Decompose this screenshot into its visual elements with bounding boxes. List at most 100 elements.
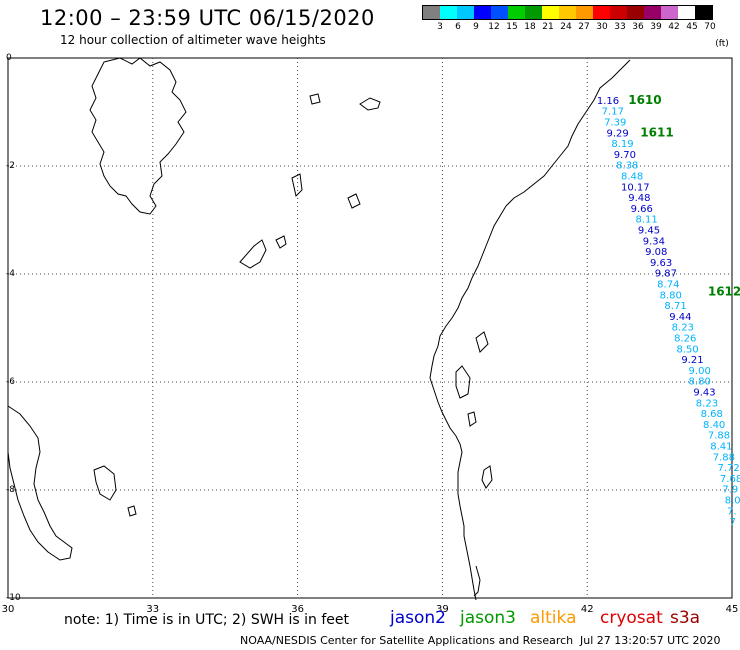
lake-tanganyika bbox=[473, 565, 481, 597]
colorbar-unit: (ft) bbox=[715, 39, 729, 49]
colorbar-labels: 3 6 9 12 15 18 21 24 27 30 33 36 39 42 45 70 (ft) bbox=[422, 22, 740, 49]
wave-height-label: 8.40 bbox=[703, 420, 725, 431]
wave-height-label: 9.43 bbox=[693, 388, 715, 399]
wave-height-label: 8.68 bbox=[701, 409, 723, 420]
wave-height-label: 8.19 bbox=[611, 139, 633, 150]
timestamp: Jul 27 13:20:57 UTC 2020 bbox=[580, 634, 721, 647]
wave-height-label: 9.29 bbox=[607, 128, 629, 139]
colorbar-label: 12 bbox=[488, 22, 500, 32]
colorbar-label: 15 bbox=[506, 22, 518, 32]
colorbar-label: 27 bbox=[578, 22, 590, 32]
pass-label: 1610 bbox=[628, 93, 661, 107]
island-aldabra-1 bbox=[239, 239, 267, 269]
wave-height-label: 9.45 bbox=[638, 226, 660, 237]
colorbar-label: 39 bbox=[650, 22, 662, 32]
satellite-altika: altika bbox=[530, 608, 577, 628]
satellite-cryosat: cryosat bbox=[600, 608, 663, 628]
x-tick-label: 42 bbox=[581, 604, 594, 615]
colorbar-swatch bbox=[508, 6, 525, 19]
wave-height-label: 8.48 bbox=[621, 172, 643, 183]
wave-height-label: 8.11 bbox=[635, 215, 657, 226]
island-small-3 bbox=[127, 505, 137, 517]
island-farquhar bbox=[291, 173, 303, 197]
wave-height-label: 7.9 bbox=[722, 485, 738, 496]
pass-labels: 1610 1611 1612 bbox=[628, 93, 740, 299]
coastline bbox=[7, 57, 631, 601]
wave-height-label: 8.23 bbox=[672, 323, 694, 334]
wave-height-label: 7 bbox=[730, 517, 736, 528]
colorbar-label: 18 bbox=[524, 22, 536, 32]
satellite-jason2: jason2 bbox=[390, 608, 446, 628]
colorbar-label: 33 bbox=[614, 22, 626, 32]
satellite-jason3: jason3 bbox=[460, 608, 516, 628]
colorbar-swatches bbox=[422, 5, 713, 20]
colorbar-label: 6 bbox=[455, 22, 461, 32]
colorbar-swatch bbox=[644, 6, 661, 19]
wave-height-label: 7.68 bbox=[720, 474, 740, 485]
island-small-2 bbox=[309, 93, 321, 105]
colorbar-label: 30 bbox=[596, 22, 608, 32]
colorbar-swatch bbox=[695, 6, 712, 19]
wave-height-label: 9.21 bbox=[681, 355, 703, 366]
wave-height-label: 8.26 bbox=[674, 334, 696, 345]
colorbar-swatch bbox=[610, 6, 627, 19]
wave-height-label: 8.71 bbox=[664, 301, 686, 312]
wave-height-label: 8.38 bbox=[616, 161, 638, 172]
island-mayotte bbox=[481, 465, 493, 489]
island-seychelles bbox=[359, 97, 381, 111]
map-subtitle: 12 hour collection of altimeter wave hei… bbox=[60, 33, 326, 47]
wave-height-label: 8.0 bbox=[725, 496, 740, 507]
island-mafia bbox=[467, 411, 477, 427]
x-tick-label: 39 bbox=[436, 604, 449, 615]
colorbar-label: 9 bbox=[473, 22, 479, 32]
colorbar-label: 36 bbox=[632, 22, 644, 32]
wave-height-label: 9.34 bbox=[643, 236, 665, 247]
credit: NOAA/NESDIS Center for Satellite Applica… bbox=[240, 634, 574, 647]
wave-height-label: 9.70 bbox=[614, 150, 636, 161]
wave-height-label: 9.48 bbox=[628, 193, 650, 204]
colorbar-label: 70 bbox=[704, 22, 716, 32]
altimeter-track: 1.167.177.399.298.199.708.388.4810.179.4… bbox=[597, 96, 740, 528]
island-zanzibar bbox=[455, 365, 471, 399]
wave-height-label: 7.72 bbox=[718, 463, 740, 474]
x-tick-label: 36 bbox=[291, 604, 304, 615]
colorbar-swatch bbox=[627, 6, 644, 19]
y-tick-label: -2 bbox=[6, 161, 15, 171]
wave-height-label: 7.39 bbox=[604, 118, 626, 129]
wave-height-label: 8.80 bbox=[689, 377, 711, 388]
colorbar-swatch bbox=[678, 6, 695, 19]
map-frame bbox=[7, 57, 733, 599]
pass-label: 1612 bbox=[708, 285, 740, 299]
coastline-madagascar-west bbox=[7, 405, 73, 561]
island-pemba bbox=[475, 331, 489, 353]
wave-height-label: 8.80 bbox=[660, 290, 682, 301]
colorbar-swatch bbox=[525, 6, 542, 19]
colorbar-swatch bbox=[474, 6, 491, 19]
colorbar-label: 3 bbox=[437, 22, 443, 32]
colorbar-swatch bbox=[423, 6, 440, 19]
wave-height-label: 10.17 bbox=[621, 182, 650, 193]
wave-height-label: 9.00 bbox=[689, 366, 711, 377]
colorbar-legend: 3 6 9 12 15 18 21 24 27 30 33 36 39 42 45 70 (ft) bbox=[422, 5, 729, 49]
wave-height-label: 7.88 bbox=[713, 452, 735, 463]
x-axis-ticks: 30 33 36 39 42 45 bbox=[2, 604, 739, 615]
coastline-lake-victoria bbox=[89, 57, 187, 215]
wave-height-label: 1.16 bbox=[597, 96, 619, 107]
colorbar-swatch bbox=[491, 6, 508, 19]
island-aldabra-2 bbox=[275, 235, 287, 249]
colorbar-swatch bbox=[593, 6, 610, 19]
wave-height-label: 7. bbox=[727, 506, 737, 517]
island-comoros bbox=[93, 465, 117, 501]
pass-label: 1611 bbox=[640, 125, 673, 139]
wave-height-label: 7.17 bbox=[602, 107, 624, 118]
wave-height-label: 9.63 bbox=[650, 258, 672, 269]
y-tick-label: -4 bbox=[6, 269, 15, 279]
island-small-1 bbox=[347, 193, 361, 209]
wave-height-label: 8.74 bbox=[657, 280, 679, 291]
colorbar-swatch bbox=[559, 6, 576, 19]
map-title: 12:00 – 23:59 UTC 06/15/2020 bbox=[40, 6, 375, 30]
colorbar-swatch bbox=[457, 6, 474, 19]
x-tick-label: 30 bbox=[2, 604, 15, 615]
y-axis-ticks: 0 -2 -4 -6 -8 -10 bbox=[6, 53, 21, 603]
